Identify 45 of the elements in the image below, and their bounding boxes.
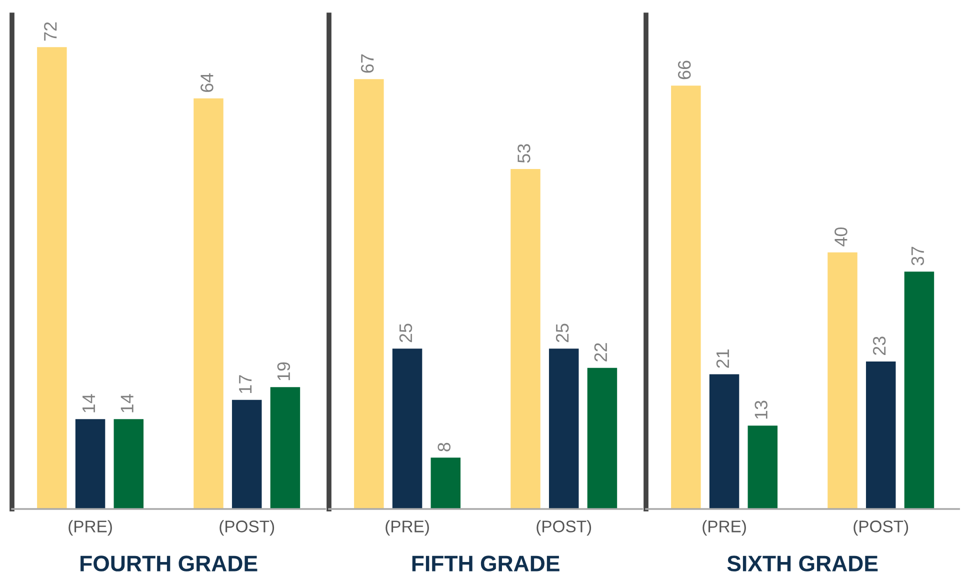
data-label: 23: [872, 336, 886, 355]
data-label: 37: [911, 246, 924, 266]
bar: [37, 47, 67, 509]
bar: [671, 86, 701, 509]
bar: [548, 348, 579, 509]
data-label: 53: [518, 144, 530, 163]
data-label: 21: [716, 350, 729, 368]
data-label: 72: [44, 22, 57, 41]
bar: [354, 79, 384, 509]
bar: [709, 374, 740, 509]
data-label: 25: [399, 324, 412, 342]
data-label: 67: [360, 54, 374, 73]
bar: [748, 426, 778, 509]
x-axis-title: SIXTH GRADE: [727, 556, 878, 572]
bar: [114, 419, 144, 509]
x-tick-label: (PRE): [702, 520, 746, 536]
data-label: 14: [120, 394, 134, 412]
x-tick-label: (POST): [220, 520, 274, 536]
data-label: 25: [556, 324, 569, 342]
data-label: 64: [200, 73, 214, 92]
data-label: 22: [594, 343, 607, 362]
bar: [904, 272, 934, 509]
x-axis-title: FOURTH GRADE: [80, 556, 258, 572]
bar: [75, 419, 106, 509]
data-label: 66: [678, 60, 691, 80]
bar: [510, 168, 540, 509]
bar: [270, 387, 300, 509]
data-label: 19: [277, 362, 290, 380]
bar: [828, 252, 858, 509]
data-label: 14: [82, 394, 95, 412]
data-label: 40: [834, 227, 848, 246]
bar: [866, 361, 896, 509]
bar: [392, 348, 422, 509]
x-tick-label: (POST): [854, 520, 908, 536]
bar: [232, 400, 262, 509]
x-tick-label: (PRE): [68, 520, 112, 536]
x-tick-label: (POST): [536, 520, 592, 536]
x-tick-label: (PRE): [386, 520, 429, 536]
data-label: 8: [438, 442, 450, 452]
bar: [587, 368, 618, 509]
bar: [430, 458, 461, 509]
data-label: 17: [239, 375, 252, 394]
x-axis-title: FIFTH GRADE: [412, 556, 560, 572]
bar: [194, 98, 224, 509]
data-label: 13: [754, 400, 768, 419]
